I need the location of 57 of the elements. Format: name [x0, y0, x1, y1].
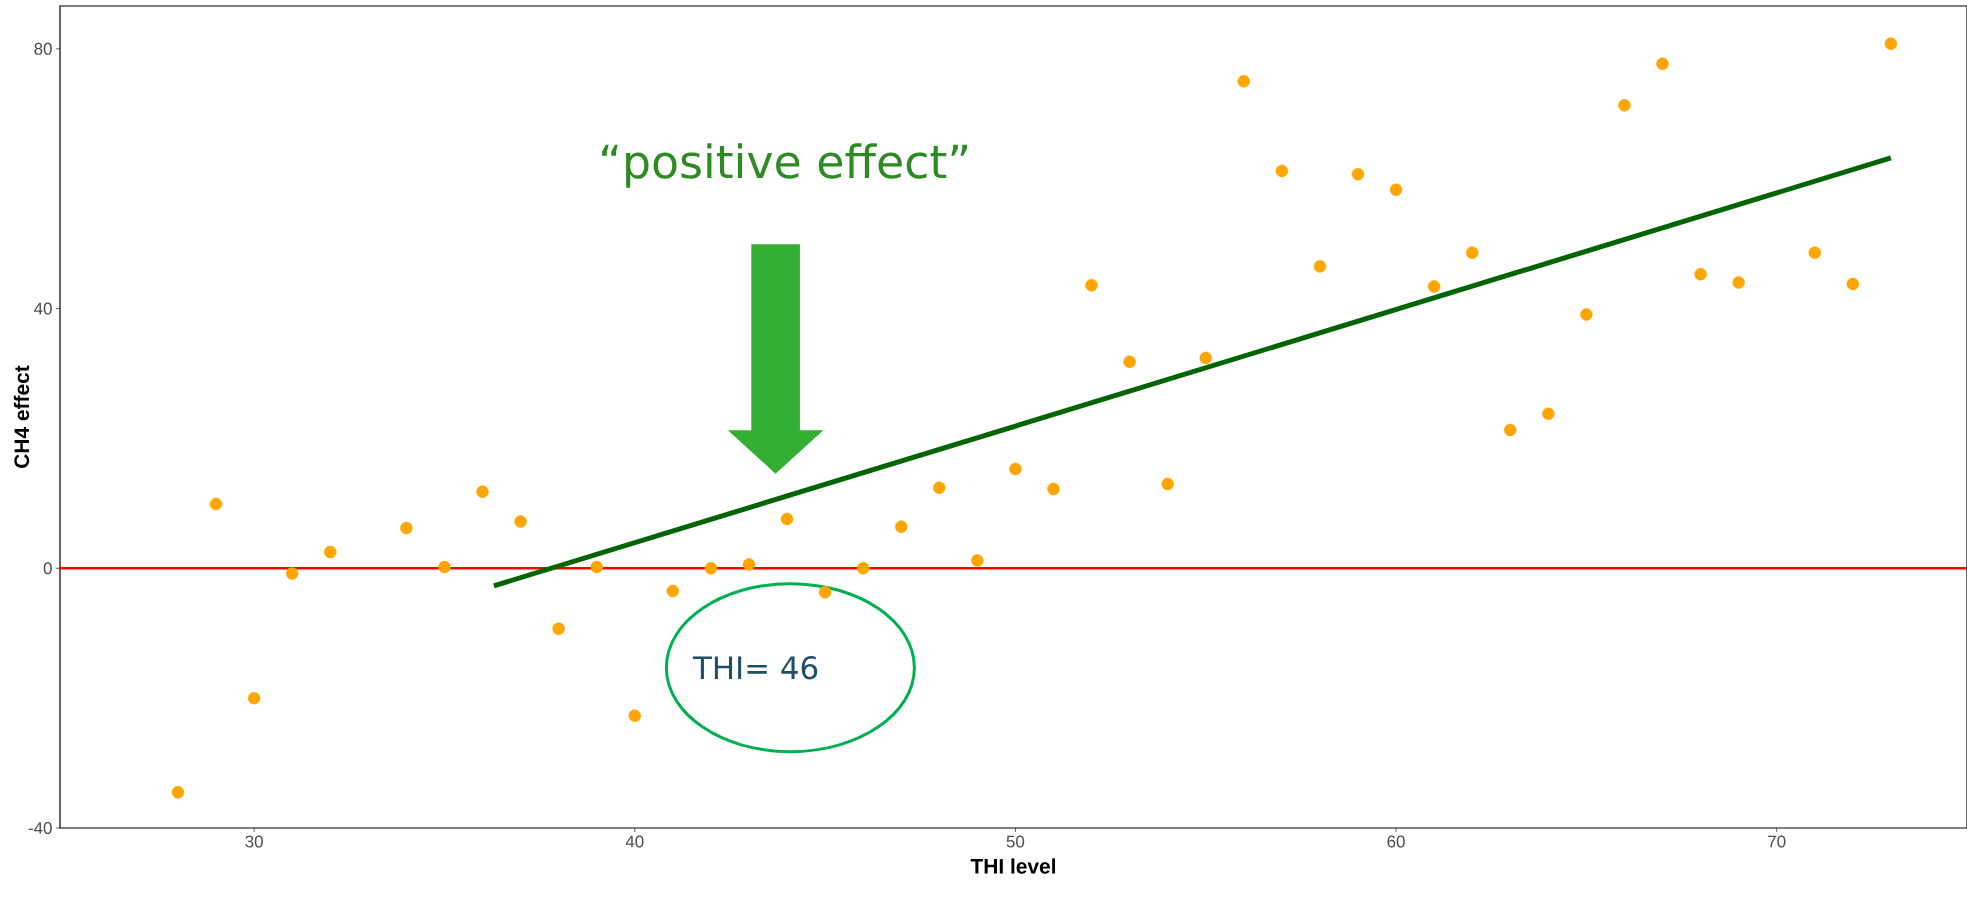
point [933, 481, 946, 494]
x-tick-label: 50 [1006, 835, 1025, 848]
x-tick-label: 60 [1387, 835, 1405, 848]
y-tick-label: -40 [28, 822, 52, 834]
point [324, 545, 337, 559]
point [1009, 462, 1022, 476]
point [1123, 355, 1136, 369]
point [704, 562, 718, 575]
point [856, 562, 870, 575]
point [1351, 167, 1365, 181]
point [1808, 246, 1821, 259]
point [1884, 37, 1898, 50]
point [1275, 164, 1289, 178]
point [476, 485, 489, 498]
point [552, 622, 565, 635]
point [438, 560, 451, 574]
point [1656, 57, 1669, 70]
point [971, 554, 984, 567]
point [628, 709, 641, 722]
point [1694, 267, 1707, 281]
point [895, 520, 908, 533]
x-tick-label: 30 [245, 835, 263, 848]
y-tick-label: 40 [34, 302, 52, 315]
x-tick-label: 40 [625, 835, 644, 848]
point [780, 512, 794, 526]
point [666, 584, 680, 598]
point [1389, 183, 1403, 196]
point [1732, 276, 1745, 289]
point [1504, 423, 1517, 437]
point [1199, 351, 1212, 365]
point [1237, 75, 1250, 88]
x-tick-label: 70 [1768, 835, 1786, 848]
annotation: THI= 46 [692, 656, 818, 680]
point [247, 691, 261, 705]
point [1085, 278, 1098, 292]
point [209, 497, 223, 511]
point [1047, 482, 1060, 496]
point [742, 558, 756, 571]
y-axis-title: CH4 effect [13, 365, 30, 468]
y-tick-label: 0 [43, 562, 52, 575]
point [1580, 308, 1593, 321]
point [1846, 277, 1860, 291]
point [171, 786, 185, 799]
point [1427, 280, 1441, 293]
point [590, 560, 603, 574]
point [1161, 477, 1174, 491]
point [1313, 260, 1327, 273]
point [1542, 407, 1555, 420]
point [514, 515, 527, 528]
annotation: “positive effect” [602, 143, 967, 188]
point [1465, 246, 1479, 259]
point [1618, 99, 1631, 112]
point [400, 521, 413, 535]
point [285, 567, 299, 580]
y-tick-label: 80 [34, 42, 52, 55]
x-axis-title: THI level [970, 858, 1056, 874]
point [818, 586, 832, 599]
